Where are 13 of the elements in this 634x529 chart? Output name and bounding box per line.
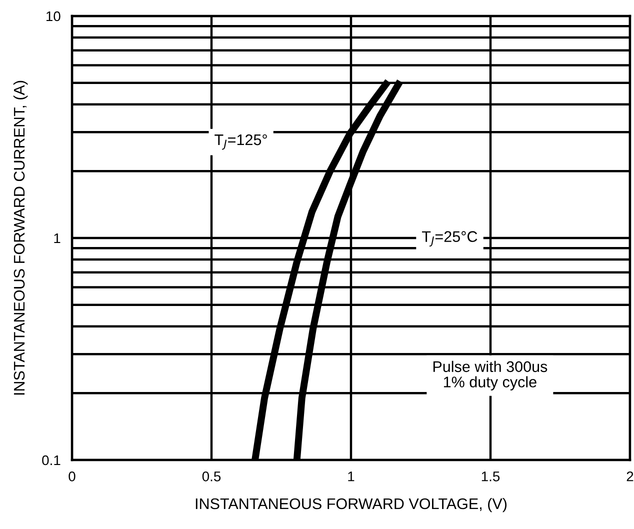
annotation: T$_{J}$=125° — [214, 134, 267, 150]
y-axis-title: INSTANTANEOUS FORWARD CURRENT, (A) — [13, 80, 28, 395]
x-tick-label: 1.5 — [482, 472, 500, 482]
x-tick-label: 1 — [348, 472, 354, 482]
annotation: T$_{J}$=25°C — [422, 231, 478, 246]
x-axis-title: INSTANTANEOUS FORWARD VOLTAGE, (V) — [196, 498, 507, 512]
y-tick-label: 10 — [46, 11, 60, 22]
x-tick-label: 2 — [626, 471, 634, 482]
x-tick-label: 0.5 — [202, 471, 221, 482]
annotation: Pulse with 300us 1% duty cycle — [433, 360, 548, 390]
x-tick-label: 0 — [68, 471, 76, 482]
y-tick-label: 1 — [54, 233, 60, 244]
y-tick-label: 0.1 — [42, 455, 60, 466]
